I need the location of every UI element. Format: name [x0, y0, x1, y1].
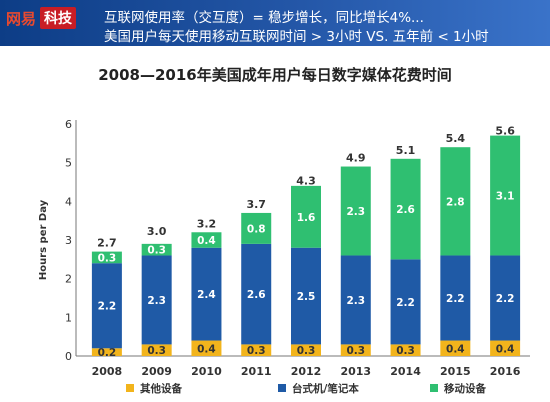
bar-segment-label: 0.3	[147, 345, 166, 357]
y-tick-label: 0	[65, 350, 72, 363]
legend-label: 台式机/笔记本	[292, 382, 359, 395]
bar-segment-label: 0.4	[496, 343, 515, 355]
legend-swatch	[278, 384, 286, 392]
y-tick-label: 6	[65, 118, 72, 131]
bar-segment-desktop	[91, 263, 122, 349]
bar-segment-label: 0.4	[197, 235, 216, 247]
bar-total-label: 4.3	[296, 175, 316, 188]
y-axis-label: Hours per Day	[38, 199, 49, 280]
bar-segment-label: 0.3	[346, 345, 365, 357]
x-tick-label: 2009	[141, 365, 172, 378]
bar-segment-label: 2.3	[147, 295, 166, 307]
legend-swatch	[126, 384, 134, 392]
chart-title: 2008—2016年美国成年用户每日数字媒体花费时间	[98, 66, 452, 84]
logo: 网易 科技	[6, 7, 77, 29]
bar-segment-label: 2.2	[446, 293, 465, 305]
bar-segment-other	[340, 344, 371, 356]
bar-segment-mobile	[91, 251, 122, 264]
bar-total-label: 5.6	[495, 124, 515, 137]
bar-total-label: 2.7	[97, 237, 117, 250]
bar-segment-label: 0.3	[297, 345, 316, 357]
bar-segment-label: 2.3	[346, 295, 365, 307]
bar-segment-other	[490, 340, 521, 356]
y-tick-label: 4	[65, 195, 72, 208]
bar-segment-label: 0.3	[98, 252, 117, 264]
bar-total-label: 4.9	[346, 152, 366, 165]
bar-segment-label: 1.6	[297, 212, 316, 224]
x-tick-label: 2015	[440, 365, 471, 378]
y-tick-label: 3	[65, 234, 72, 247]
bar-segment-mobile	[141, 243, 172, 256]
x-tick-label: 2011	[241, 365, 272, 378]
bar-segment-label: 2.8	[446, 196, 465, 208]
bar-segment-desktop	[241, 243, 272, 345]
bar-segment-label: 0.3	[396, 345, 415, 357]
bar-segment-mobile	[291, 185, 321, 248]
x-tick-label: 2013	[340, 365, 371, 378]
bar-segment-other	[91, 348, 122, 356]
bar-segment-other	[291, 344, 321, 356]
y-tick-label: 1	[65, 311, 72, 324]
x-tick-label: 2014	[390, 365, 421, 378]
bar-segment-mobile	[490, 135, 521, 256]
bar-segment-desktop	[141, 255, 172, 345]
bar-segment-mobile	[440, 147, 471, 256]
bar-segment-other	[191, 340, 222, 356]
bar-segment-desktop	[440, 255, 471, 341]
bar-segment-label: 2.2	[98, 301, 117, 313]
bar-segment-label: 0.4	[446, 343, 465, 355]
header-line-2: 美国用户每天使用移动互联网时间 > 3小时 VS. 五年前 < 1小时	[104, 29, 489, 45]
x-tick-label: 2010	[191, 365, 222, 378]
bar-segment-desktop	[340, 255, 371, 345]
bar-total-label: 3.2	[197, 217, 217, 230]
bar-segment-label: 2.4	[197, 289, 216, 301]
bar-segment-label: 0.8	[247, 223, 266, 235]
bar-segment-label: 2.2	[496, 293, 515, 305]
bar-segment-mobile	[191, 232, 222, 248]
bar-segment-desktop	[191, 247, 222, 341]
bar-segment-label: 2.6	[396, 204, 415, 216]
bar-segment-label: 3.1	[496, 191, 515, 203]
logo-badge: 科技	[40, 7, 77, 29]
bar-segment-desktop	[490, 255, 521, 341]
bar-segment-label: 2.3	[346, 206, 365, 218]
bar-segment-desktop	[390, 259, 421, 345]
bar-segment-label: 0.3	[147, 245, 166, 257]
legend-label: 其他设备	[140, 382, 182, 395]
header-line-1: 互联网使用率（交互度）= 稳步增长，同比增长4%...	[104, 10, 424, 26]
y-tick-label: 2	[65, 273, 72, 286]
legend-label: 移动设备	[444, 382, 486, 395]
bar-segment-mobile	[241, 212, 272, 244]
x-tick-label: 2008	[92, 365, 123, 378]
bar-segment-label: 2.2	[396, 297, 415, 309]
bar-segment-label: 0.3	[247, 345, 266, 357]
bar-segment-other	[440, 340, 471, 356]
y-tick-label: 5	[65, 157, 72, 170]
bar-total-label: 3.0	[147, 225, 167, 238]
bar-segment-desktop	[291, 247, 321, 345]
bar-total-label: 3.7	[246, 198, 266, 211]
bar-segment-mobile	[390, 158, 421, 260]
header-banner: 网易 科技 互联网使用率（交互度）= 稳步增长，同比增长4%... 美国用户每天…	[0, 0, 550, 46]
bar-segment-other	[390, 344, 421, 356]
x-tick-label: 2016	[490, 365, 521, 378]
bar-total-label: 5.1	[396, 144, 416, 157]
legend-swatch	[430, 384, 438, 392]
bar-segment-other	[141, 344, 172, 356]
bar-segment-label: 0.2	[98, 347, 117, 359]
bar-total-label: 5.4	[446, 132, 466, 145]
bar-segment-other	[241, 344, 272, 356]
bar-segment-label: 2.5	[297, 291, 316, 303]
logo-mark: 网易	[6, 9, 37, 28]
bar-segment-mobile	[340, 166, 371, 256]
bar-segment-label: 0.4	[197, 343, 216, 355]
bar-segment-label: 2.6	[247, 289, 266, 301]
x-tick-label: 2012	[291, 365, 322, 378]
